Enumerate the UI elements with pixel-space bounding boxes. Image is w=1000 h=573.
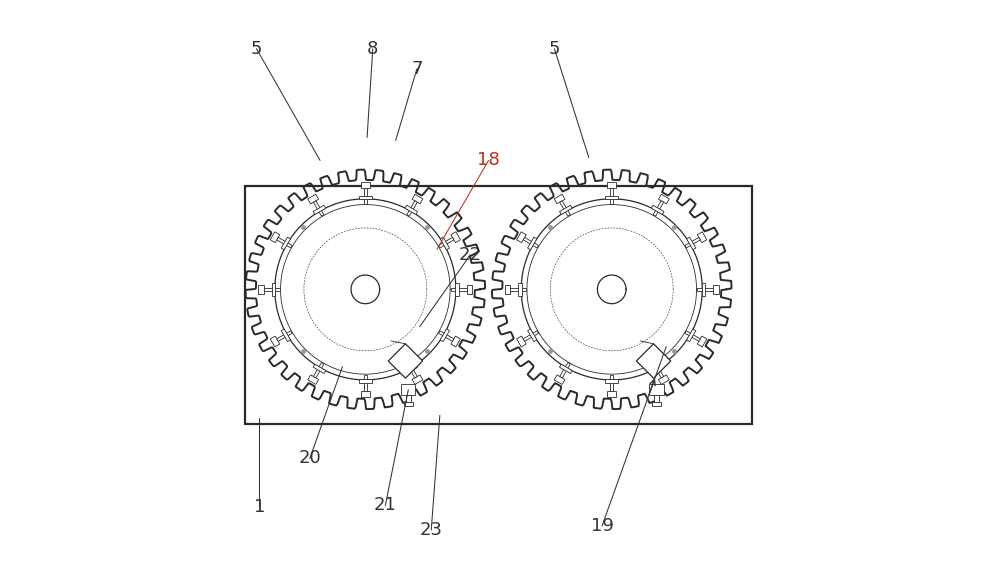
Bar (406, 395, 411, 402)
Polygon shape (651, 205, 664, 214)
Polygon shape (412, 194, 423, 204)
Polygon shape (313, 364, 326, 374)
Text: 5: 5 (549, 40, 560, 58)
Polygon shape (651, 364, 664, 374)
Polygon shape (440, 329, 449, 342)
Polygon shape (636, 344, 671, 378)
Text: 21: 21 (374, 496, 397, 515)
Text: 1: 1 (254, 498, 265, 516)
Polygon shape (518, 283, 522, 296)
Polygon shape (364, 375, 367, 391)
Polygon shape (523, 331, 539, 342)
Text: 19: 19 (591, 517, 613, 535)
Polygon shape (607, 182, 616, 188)
Polygon shape (308, 194, 319, 204)
Polygon shape (451, 232, 460, 242)
Polygon shape (653, 201, 664, 216)
Polygon shape (610, 375, 613, 391)
Polygon shape (272, 283, 275, 296)
Polygon shape (554, 194, 565, 204)
Polygon shape (405, 364, 418, 374)
Text: 18: 18 (477, 151, 500, 170)
Polygon shape (439, 331, 454, 342)
Polygon shape (685, 331, 700, 342)
Text: 23: 23 (420, 521, 443, 539)
Polygon shape (702, 283, 705, 296)
Polygon shape (277, 237, 292, 248)
Polygon shape (412, 375, 423, 384)
Polygon shape (697, 288, 713, 291)
Polygon shape (528, 237, 537, 250)
Polygon shape (687, 237, 696, 250)
Polygon shape (528, 329, 537, 342)
Text: 20: 20 (298, 449, 321, 468)
Polygon shape (607, 391, 616, 397)
Polygon shape (270, 336, 280, 347)
Polygon shape (687, 329, 696, 342)
Polygon shape (264, 288, 280, 291)
Polygon shape (407, 201, 417, 216)
Polygon shape (258, 285, 264, 294)
Polygon shape (451, 336, 460, 347)
Polygon shape (517, 232, 526, 242)
Bar (401, 384, 415, 395)
Polygon shape (407, 363, 417, 378)
Polygon shape (467, 285, 472, 294)
Polygon shape (364, 188, 367, 204)
Polygon shape (451, 288, 467, 291)
Polygon shape (713, 285, 719, 294)
Polygon shape (554, 375, 565, 384)
Polygon shape (270, 232, 280, 242)
Text: 22: 22 (459, 246, 482, 264)
Polygon shape (439, 237, 454, 248)
Polygon shape (610, 188, 613, 204)
Polygon shape (281, 237, 290, 250)
Polygon shape (313, 205, 326, 214)
Polygon shape (510, 288, 526, 291)
Polygon shape (505, 285, 510, 294)
Bar (245, 186, 752, 424)
Polygon shape (455, 283, 459, 296)
Polygon shape (697, 232, 707, 242)
Polygon shape (308, 375, 319, 384)
Polygon shape (405, 205, 418, 214)
Polygon shape (658, 194, 669, 204)
Bar (654, 395, 659, 402)
Polygon shape (605, 196, 618, 199)
Bar (404, 402, 413, 406)
Text: 7: 7 (411, 60, 423, 78)
Polygon shape (440, 237, 449, 250)
Text: 5: 5 (251, 40, 262, 58)
Polygon shape (523, 237, 539, 248)
Polygon shape (560, 364, 572, 374)
Polygon shape (697, 336, 707, 347)
Polygon shape (359, 196, 372, 199)
Polygon shape (658, 375, 669, 384)
Polygon shape (277, 331, 292, 342)
Bar (652, 402, 661, 406)
Polygon shape (281, 329, 290, 342)
Polygon shape (388, 344, 423, 378)
Polygon shape (653, 363, 664, 378)
Polygon shape (313, 363, 324, 378)
Polygon shape (685, 237, 700, 248)
Polygon shape (560, 201, 570, 216)
Polygon shape (605, 379, 618, 383)
Polygon shape (361, 391, 370, 397)
Text: 8: 8 (367, 40, 378, 58)
Polygon shape (359, 379, 372, 383)
Polygon shape (313, 201, 324, 216)
Bar (649, 384, 664, 395)
Polygon shape (560, 363, 570, 378)
Polygon shape (560, 205, 572, 214)
Polygon shape (361, 182, 370, 188)
Polygon shape (517, 336, 526, 347)
